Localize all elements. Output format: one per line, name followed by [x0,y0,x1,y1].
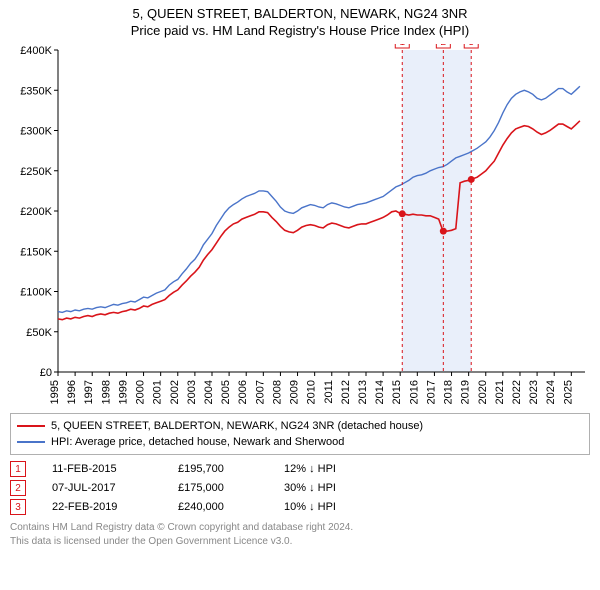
event-row: 2 07-JUL-2017 £175,000 30% ↓ HPI [10,480,590,496]
svg-text:2008: 2008 [271,380,283,404]
svg-text:2013: 2013 [357,380,369,404]
event-row: 1 11-FEB-2015 £195,700 12% ↓ HPI [10,461,590,477]
svg-text:2018: 2018 [443,380,455,404]
svg-text:2: 2 [441,44,447,48]
svg-text:2002: 2002 [169,380,181,404]
svg-text:2015: 2015 [391,380,403,404]
svg-text:2020: 2020 [477,380,489,404]
event-delta: 12% ↓ HPI [284,463,394,475]
svg-text:1999: 1999 [117,380,129,404]
svg-text:£150K: £150K [20,246,52,258]
svg-text:2021: 2021 [494,380,506,404]
svg-text:2022: 2022 [511,380,523,404]
chart-title-line2: Price paid vs. HM Land Registry's House … [0,23,600,38]
svg-text:2004: 2004 [203,380,215,404]
event-delta: 30% ↓ HPI [284,482,394,494]
event-marker-box: 1 [10,461,26,477]
attribution-line2: This data is licensed under the Open Gov… [10,535,590,549]
svg-text:2024: 2024 [545,380,557,404]
svg-text:2025: 2025 [562,380,574,404]
event-date: 22-FEB-2019 [52,501,152,513]
svg-text:2000: 2000 [135,380,147,404]
chart-title-line1: 5, QUEEN STREET, BALDERTON, NEWARK, NG24… [0,6,600,21]
svg-text:2019: 2019 [460,380,472,404]
attribution: Contains HM Land Registry data © Crown c… [10,521,590,548]
svg-text:2006: 2006 [237,380,249,404]
chart-legend: 5, QUEEN STREET, BALDERTON, NEWARK, NG24… [10,413,590,455]
attribution-line1: Contains HM Land Registry data © Crown c… [10,521,590,535]
event-marker-box: 3 [10,499,26,515]
svg-text:2014: 2014 [374,380,386,404]
legend-label-hpi: HPI: Average price, detached house, Newa… [51,434,344,450]
event-price: £240,000 [178,501,258,513]
svg-text:2005: 2005 [220,380,232,404]
event-row: 3 22-FEB-2019 £240,000 10% ↓ HPI [10,499,590,515]
svg-text:£250K: £250K [20,166,52,178]
legend-swatch-subject [17,425,45,427]
svg-text:1998: 1998 [100,380,112,404]
svg-text:2009: 2009 [289,380,301,404]
svg-text:2001: 2001 [152,380,164,404]
svg-text:1997: 1997 [83,380,95,404]
svg-text:£300K: £300K [20,126,52,138]
svg-text:2016: 2016 [408,380,420,404]
event-date: 11-FEB-2015 [52,463,152,475]
event-delta: 10% ↓ HPI [284,501,394,513]
svg-text:£400K: £400K [20,45,52,57]
svg-text:2017: 2017 [425,380,437,404]
svg-text:£200K: £200K [20,206,52,218]
event-price: £175,000 [178,482,258,494]
svg-text:1996: 1996 [66,380,78,404]
price-vs-hpi-chart: £0 £50K £100K £150K £200K £250K £300K £350K £400… [10,44,590,409]
svg-text:1: 1 [399,44,405,48]
events-table: 1 11-FEB-2015 £195,700 12% ↓ HPI 2 07-JUL-201… [10,461,590,515]
svg-text:2023: 2023 [528,380,540,404]
svg-text:2007: 2007 [254,380,266,404]
svg-text:2003: 2003 [186,380,198,404]
svg-text:2011: 2011 [323,380,335,404]
legend-swatch-hpi [17,441,45,443]
svg-text:2010: 2010 [306,380,318,404]
svg-text:£50K: £50K [26,327,52,339]
svg-text:£350K: £350K [20,85,52,97]
event-price: £195,700 [178,463,258,475]
legend-label-subject: 5, QUEEN STREET, BALDERTON, NEWARK, NG24… [51,418,423,434]
event-marker-box: 2 [10,480,26,496]
event-date: 07-JUL-2017 [52,482,152,494]
svg-text:1995: 1995 [49,380,61,404]
svg-text:2012: 2012 [340,380,352,404]
svg-text:£100K: £100K [20,287,52,299]
svg-text:£0: £0 [40,367,52,379]
svg-text:3: 3 [468,44,474,48]
